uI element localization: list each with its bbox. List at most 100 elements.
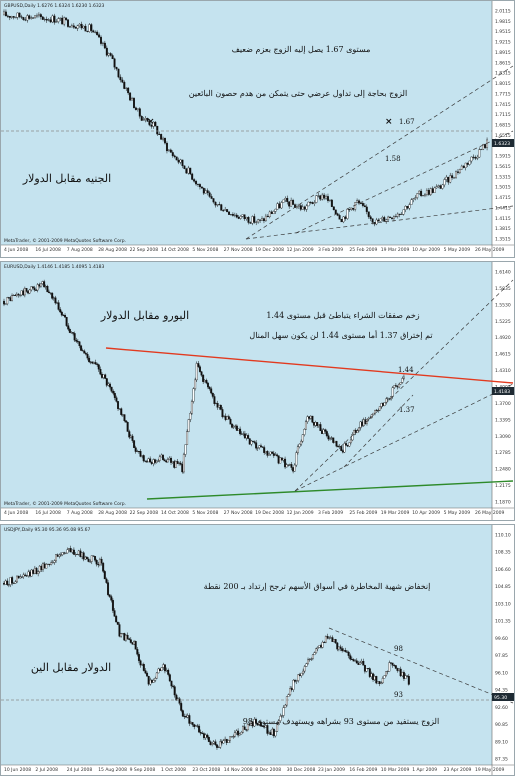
candle-body (75, 339, 78, 342)
candle-body (277, 720, 280, 725)
x-tick-label: 23 Apr 2009 (444, 767, 472, 773)
candle-body (57, 18, 60, 22)
x-tick-label: 23 Jan 2009 (318, 767, 345, 773)
candle-body (198, 725, 201, 733)
candle-body (133, 98, 135, 109)
current-price: 95.30 (494, 695, 507, 701)
x-tick-label: 1 Oct 2008 (161, 767, 186, 773)
candle-body (202, 374, 205, 382)
candle-body (337, 445, 340, 447)
candle-body (250, 440, 253, 445)
candle-body (375, 676, 378, 684)
y-tick-label: 1.7415 (495, 102, 511, 108)
candle-body (362, 661, 365, 666)
candle-body (325, 431, 328, 436)
candle-body (284, 198, 287, 201)
candle-body (17, 293, 20, 296)
candle-body (234, 425, 237, 427)
candle-body (144, 118, 147, 120)
candle-body (59, 554, 62, 556)
candle-body (228, 211, 231, 215)
candle-body (369, 417, 372, 419)
candle-body (277, 455, 280, 464)
x-tick-label: 22 Sep 2008 (130, 510, 159, 516)
candle-body (202, 733, 205, 739)
x-tick-label: 3 Feb 2009 (318, 247, 343, 253)
candle-body (396, 386, 399, 388)
candle-body (49, 292, 52, 294)
y-tick-label: 1.3090 (495, 434, 511, 440)
candle-body (142, 664, 145, 671)
y-tick-label: 1.4415 (495, 205, 511, 211)
pair-label: اليورو مقابل الدولار (100, 309, 189, 322)
y-tick-label: 99.60 (495, 636, 508, 642)
candle-body (206, 734, 209, 738)
candle-body (233, 732, 236, 737)
candle-body (184, 444, 187, 455)
candle-body (266, 451, 269, 456)
candle-body (414, 197, 417, 199)
candle-body (44, 286, 47, 288)
candle-body (196, 725, 199, 727)
x-tick-label: 10 Apr 2009 (412, 510, 440, 516)
candle-body (251, 440, 254, 442)
candle-body (222, 740, 225, 744)
candle-body (146, 672, 149, 677)
candle-body (104, 374, 107, 379)
candle-body (167, 149, 170, 152)
candle-body (359, 662, 362, 665)
y-tick-labels: 1.6140 1.5835 1.5530 1.5225 1.4920 1.4615 1.43… (495, 270, 511, 506)
candle-body (204, 190, 207, 194)
candle-body (378, 681, 381, 684)
candle-body (464, 162, 467, 168)
candle-body (39, 283, 42, 287)
candle-body (203, 379, 206, 382)
x-tick-label: 19 Mar 2009 (381, 247, 410, 253)
candle-body (350, 207, 353, 210)
x-tick-label: 7 Aug 2008 (67, 510, 93, 516)
candle-body (27, 291, 30, 294)
candle-body (466, 162, 469, 165)
candle-body (358, 200, 360, 204)
candle-body (455, 171, 457, 178)
candle-body (51, 562, 54, 564)
candle-body (354, 660, 357, 662)
candle-body (386, 670, 389, 672)
candle-body (178, 698, 181, 704)
annotation-weak-momentum: مستوى 1.67 يصل إليه الزوج بعزم ضعيف (232, 45, 371, 54)
annotation-slowing-buy: زخم صفقات الشراء يتباطئ قبل مستوى 1.44 (266, 311, 419, 320)
trendline-short (343, 394, 414, 468)
candle-body (63, 17, 66, 25)
candle-body (410, 199, 413, 205)
candle-body (209, 741, 212, 745)
y-tick-label: 1.3515 (495, 237, 511, 243)
candle-body (102, 562, 105, 572)
candle-body (162, 454, 164, 460)
candle-body (92, 30, 95, 33)
candle-body (142, 455, 145, 462)
candle-body (240, 732, 243, 735)
candle-body (110, 386, 113, 392)
candle-body (313, 202, 316, 204)
candle-body (237, 730, 240, 736)
x-tick-label: 10 Jun 2008 (4, 767, 31, 773)
candle-body (480, 149, 483, 151)
candle-body (383, 217, 386, 222)
candle-body (174, 461, 177, 468)
candle-body (401, 378, 404, 383)
candle-body (168, 457, 171, 460)
candle-body (215, 744, 218, 748)
candle-body (139, 451, 142, 457)
candle-body (263, 726, 266, 728)
candle-body (191, 173, 194, 180)
candle-body (24, 574, 27, 576)
candle-body (76, 341, 79, 343)
candle-body (173, 686, 176, 696)
candle-body (341, 450, 344, 453)
candle-body (307, 201, 310, 207)
candle-body (232, 426, 235, 428)
candle-body (230, 214, 232, 216)
candle-body (292, 200, 295, 205)
candle-body (172, 685, 175, 687)
candle-body (197, 363, 200, 367)
